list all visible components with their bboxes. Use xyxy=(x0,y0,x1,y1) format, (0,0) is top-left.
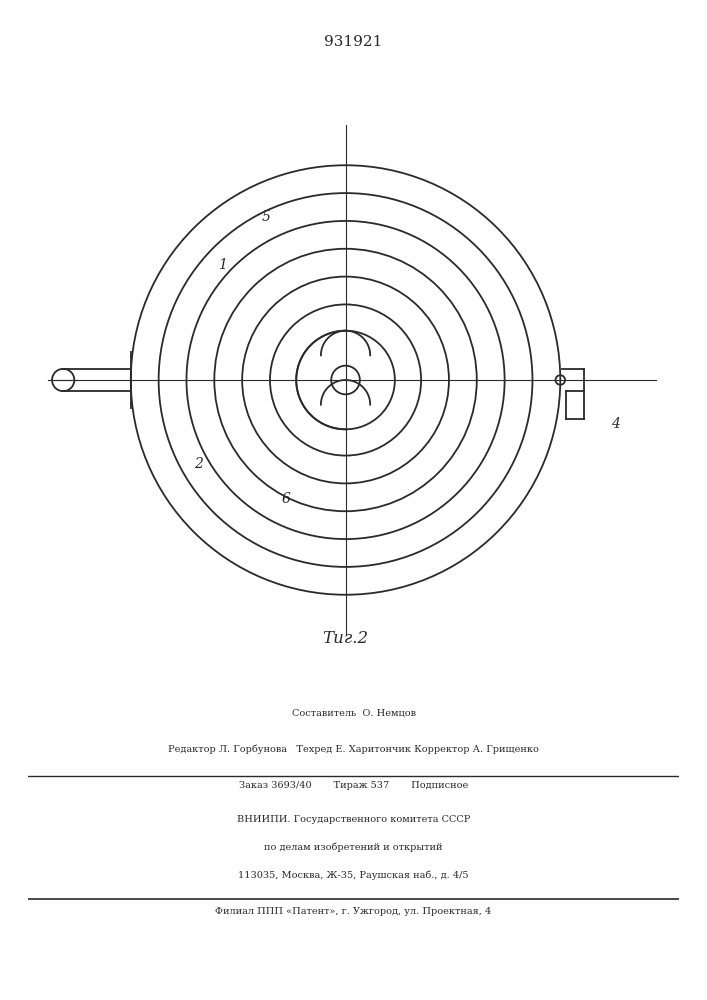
Text: 6: 6 xyxy=(281,492,291,506)
Text: Редактор Л. Горбунова   Техред Е. Харитончик Корректор А. Грищенко: Редактор Л. Горбунова Техред Е. Харитонч… xyxy=(168,745,539,754)
Text: 1: 1 xyxy=(218,258,227,272)
Text: 2: 2 xyxy=(194,457,203,471)
Text: 5: 5 xyxy=(262,210,271,224)
Text: Филиал ППП «Патент», г. Ужгород, ул. Проектная, 4: Филиал ППП «Патент», г. Ужгород, ул. Про… xyxy=(216,907,491,916)
Text: Заказ 3693/40       Тираж 537       Подписное: Заказ 3693/40 Тираж 537 Подписное xyxy=(239,781,468,790)
Text: 113035, Москва, Ж-35, Раушская наб., д. 4/5: 113035, Москва, Ж-35, Раушская наб., д. … xyxy=(238,871,469,880)
Text: ВНИИПИ. Государственного комитета СССР: ВНИИПИ. Государственного комитета СССР xyxy=(237,815,470,824)
Text: 931921: 931921 xyxy=(325,35,382,49)
Text: 4: 4 xyxy=(612,417,621,431)
Text: Τиг.2: Τиг.2 xyxy=(322,630,368,647)
Text: Составитель  О. Немцов: Составитель О. Немцов xyxy=(291,708,416,717)
Text: по делам изобретений и открытий: по делам изобретений и открытий xyxy=(264,843,443,852)
